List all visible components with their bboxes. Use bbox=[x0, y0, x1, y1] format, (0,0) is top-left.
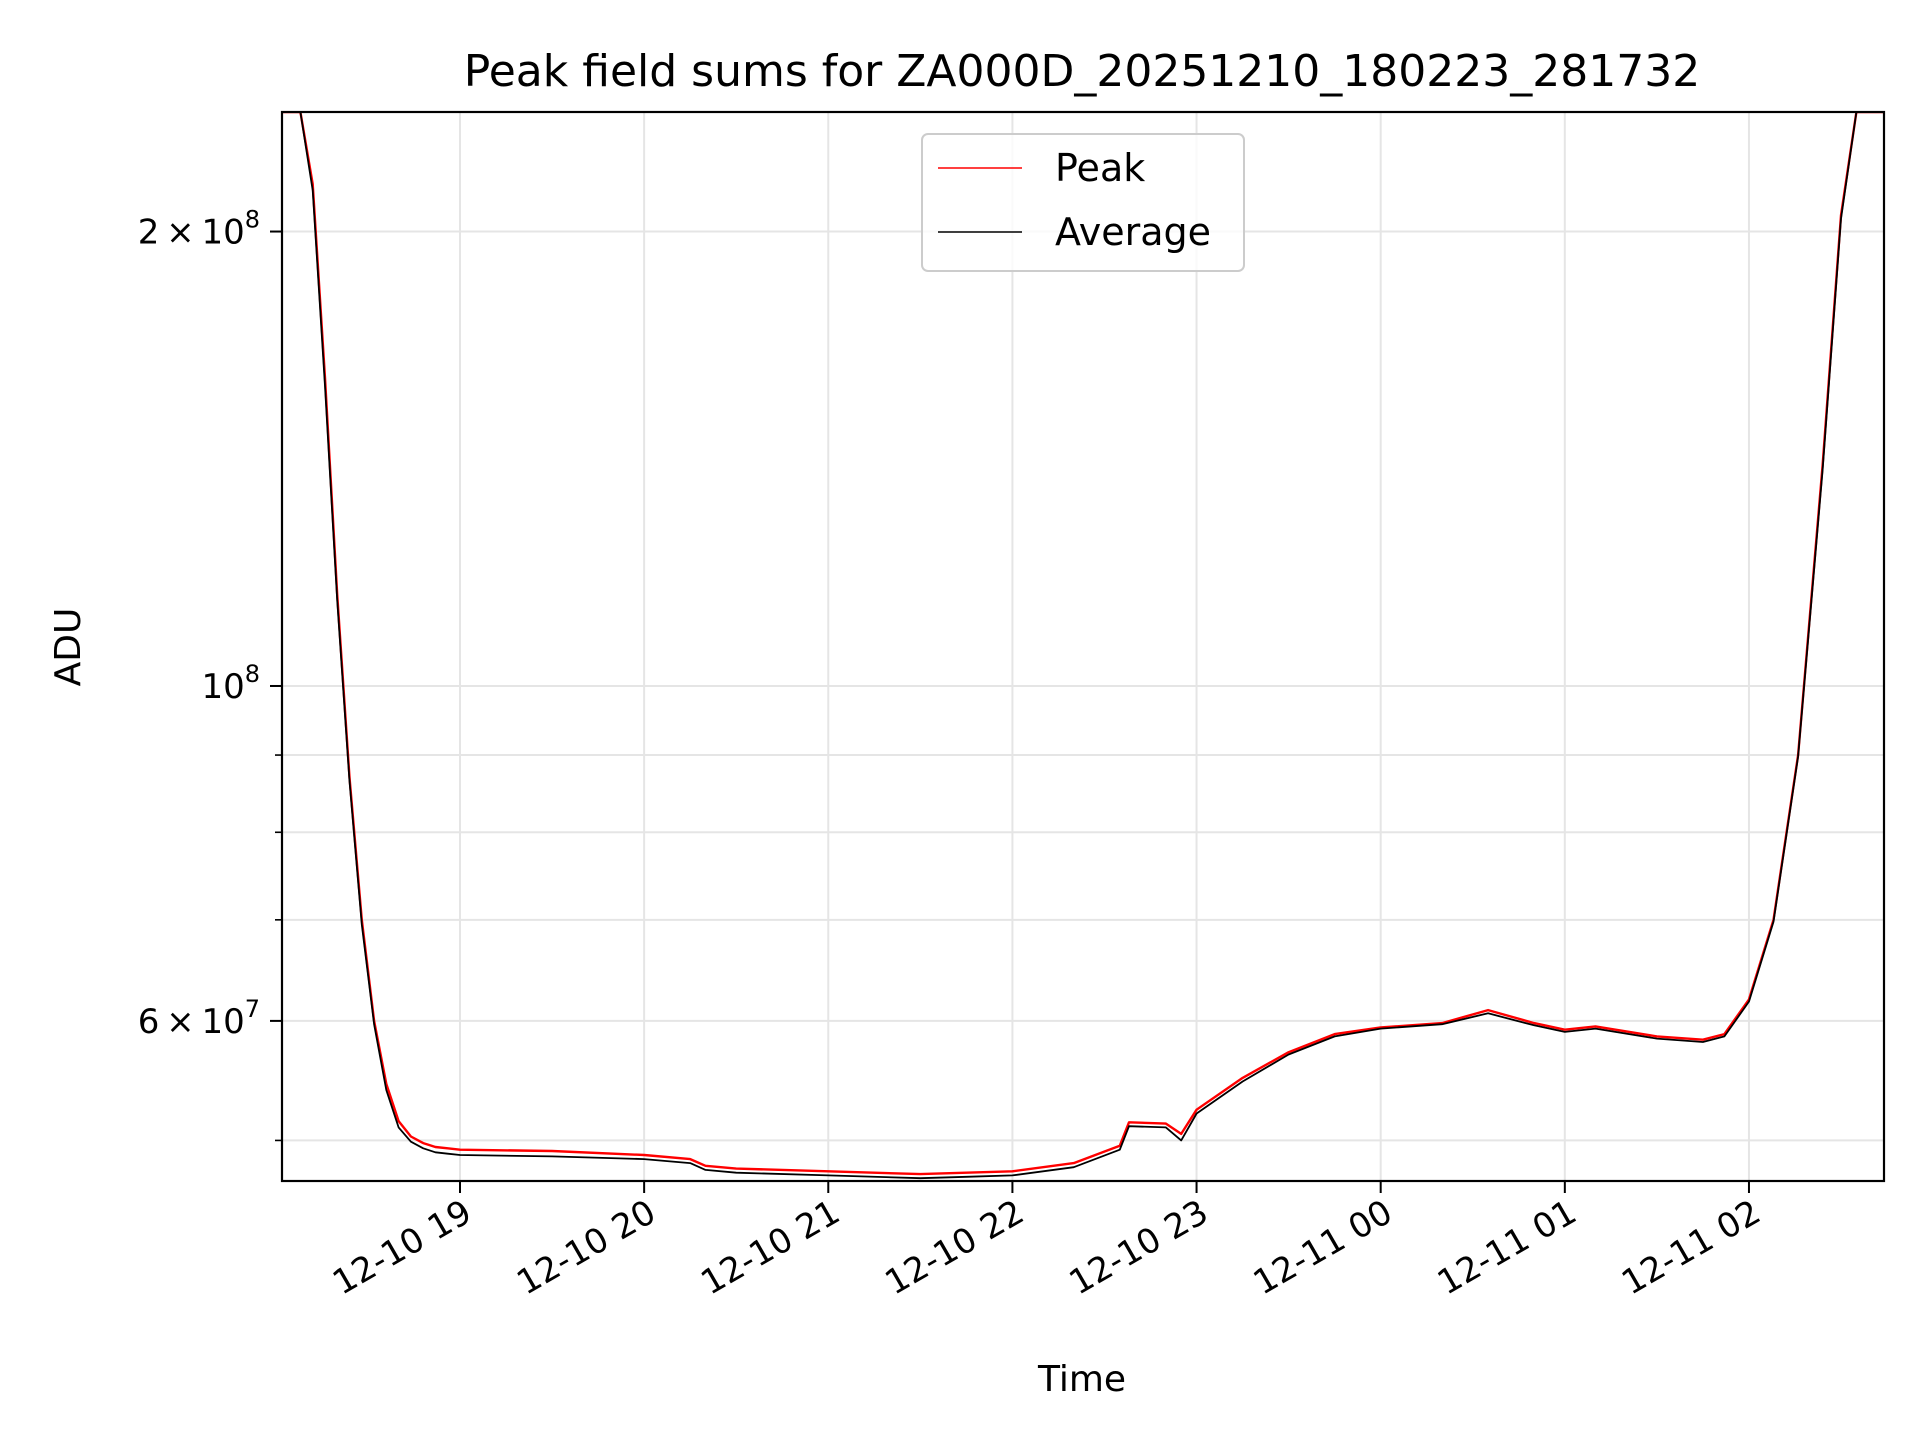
legend-label-peak: Peak bbox=[1055, 146, 1145, 190]
legend: Peak Average bbox=[921, 133, 1245, 272]
y-axis-label: ADU bbox=[48, 608, 89, 687]
y-tick-mantissa: 2 × 10 bbox=[138, 213, 245, 253]
y-tick-label: 6 × 107 bbox=[138, 995, 260, 1042]
chart-title: Peak field sums for ZA000D_20251210_1802… bbox=[464, 46, 1700, 97]
series-line-average bbox=[282, 112, 1884, 1180]
y-tick-mantissa: 6 × 10 bbox=[138, 1002, 245, 1042]
legend-label-average: Average bbox=[1055, 210, 1211, 254]
grid bbox=[282, 112, 1884, 1181]
y-tick-label: 108 bbox=[201, 660, 260, 707]
x-axis-label: Time bbox=[1037, 1359, 1126, 1400]
series-layer bbox=[282, 112, 1884, 1180]
y-tick-exponent: 8 bbox=[245, 206, 260, 234]
y-tick-mantissa: 10 bbox=[201, 667, 244, 707]
y-tick-exponent: 8 bbox=[245, 660, 260, 688]
plot-frame bbox=[280, 110, 1886, 1183]
y-tick-label: 2 × 108 bbox=[138, 206, 260, 253]
y-tick-exponent: 7 bbox=[245, 995, 260, 1023]
series-line-peak bbox=[282, 112, 1884, 1176]
